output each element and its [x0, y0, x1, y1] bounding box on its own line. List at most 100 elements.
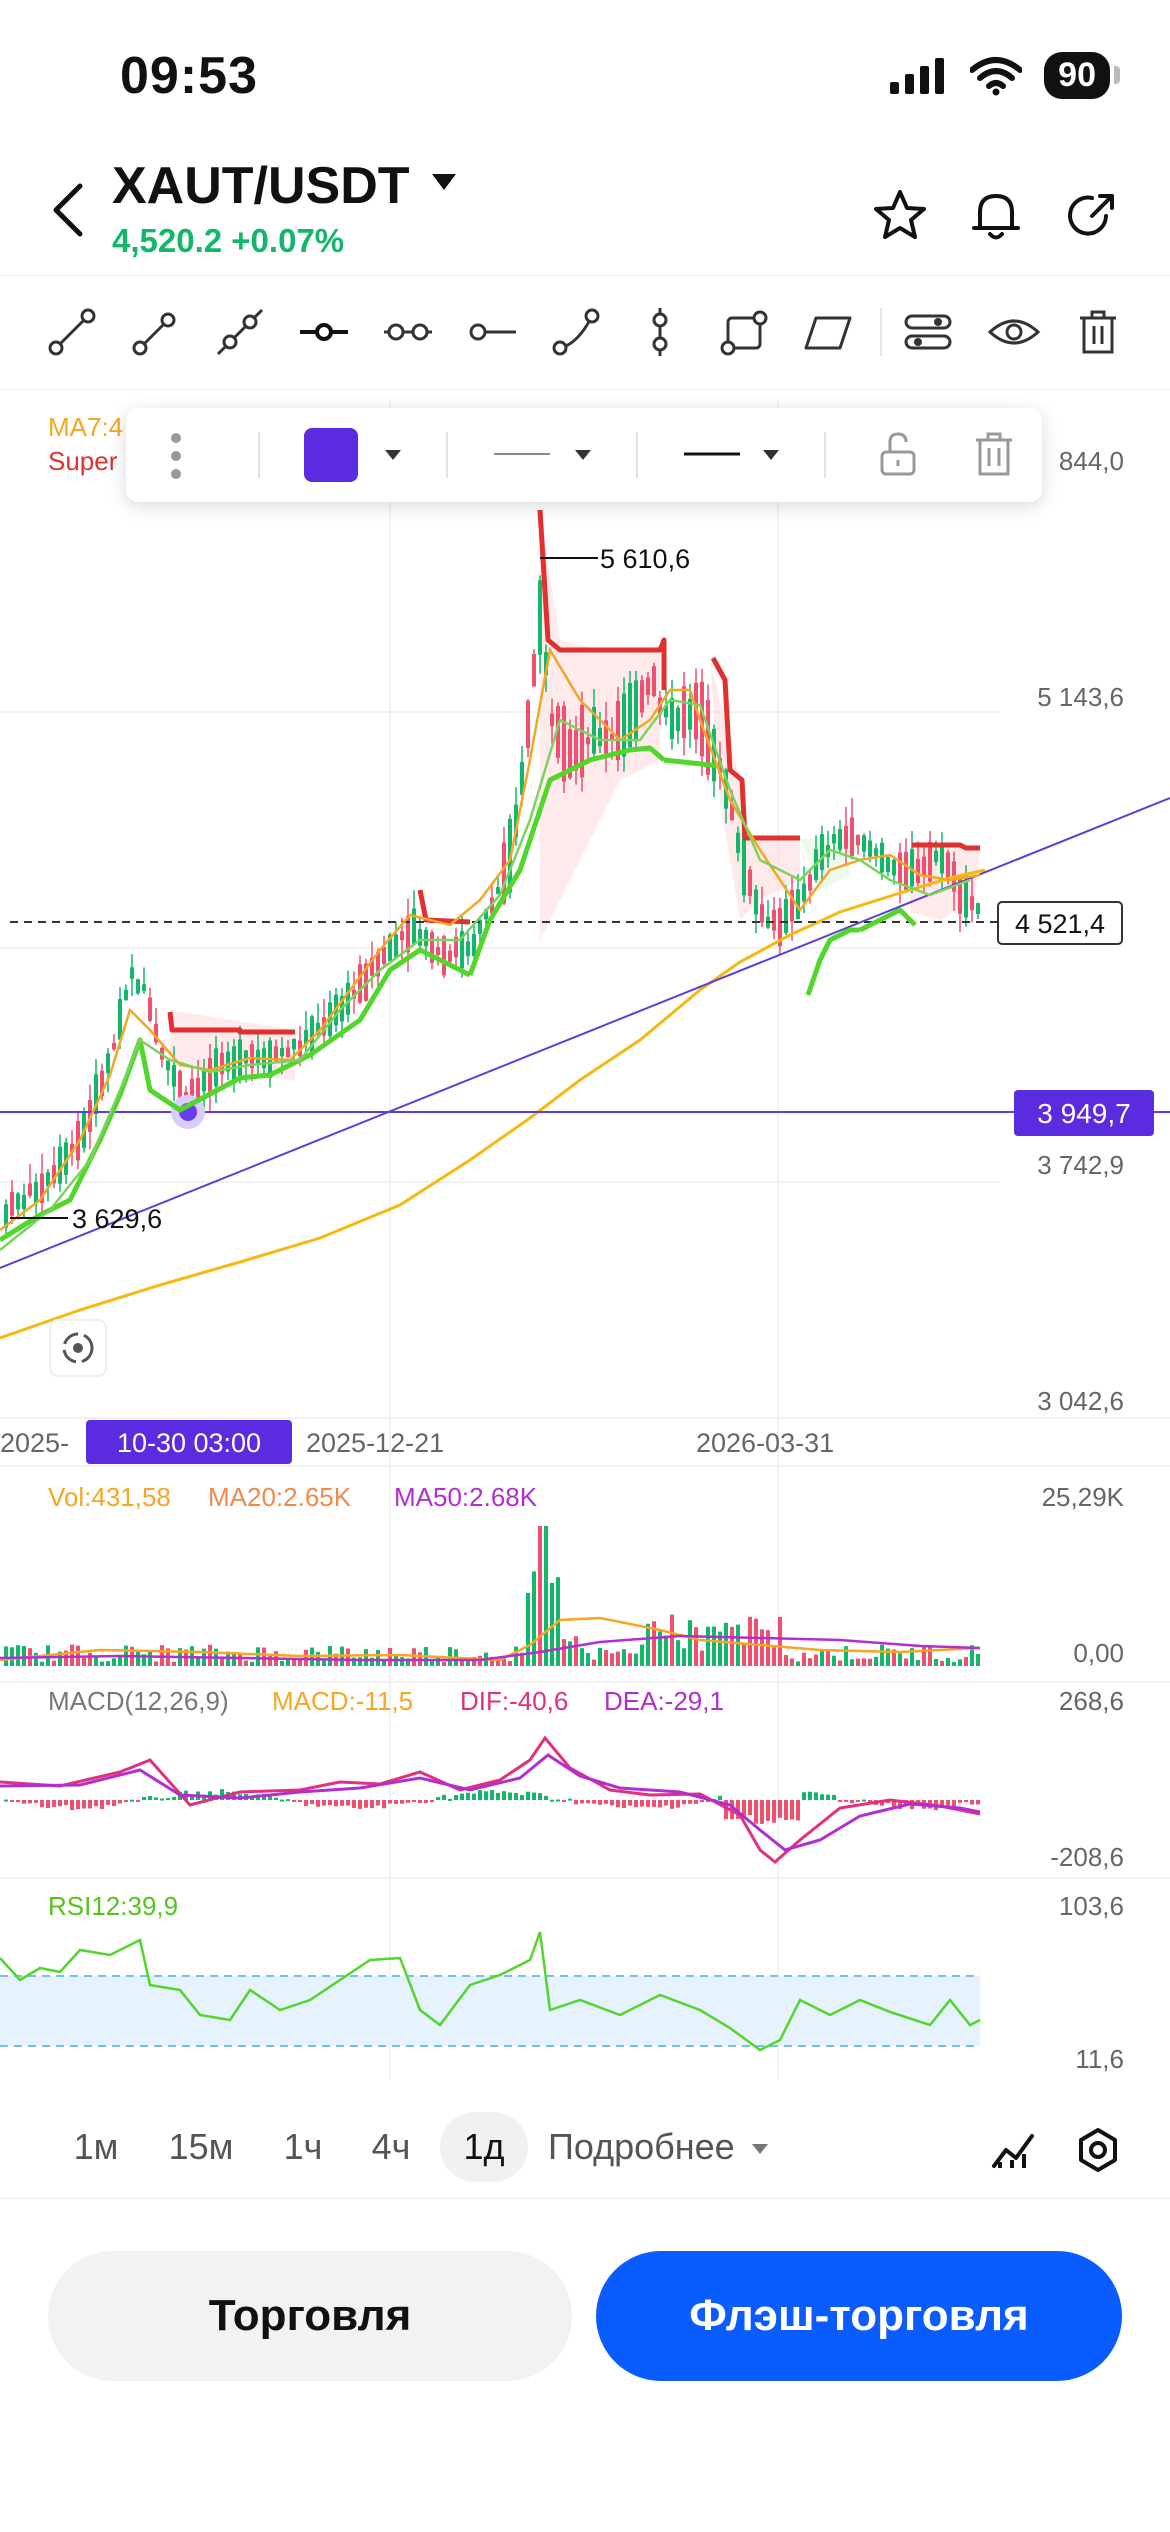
volume-bar [820, 1650, 824, 1666]
macd-bar [28, 1800, 32, 1804]
trend-line-tool-icon[interactable] [44, 304, 100, 360]
price-axis-label: 844,0 [1059, 446, 1124, 476]
candle-body [4, 1204, 8, 1228]
volume-bar [802, 1652, 806, 1666]
horizontal-line-tool-icon[interactable] [296, 304, 352, 360]
style-dropdown-caret-icon[interactable] [762, 448, 780, 462]
pair-title[interactable]: XAUT/USDT [112, 157, 410, 215]
trade-button[interactable]: Торговля [48, 2251, 572, 2381]
flash-trade-button[interactable]: Флэш-торговля [596, 2251, 1122, 2381]
candle-body [460, 931, 464, 969]
alert-bell-icon[interactable] [966, 186, 1026, 246]
macd-bar [862, 1799, 866, 1802]
line-width-thin-icon[interactable] [492, 446, 552, 462]
volume-bar [706, 1626, 710, 1666]
delete-drawing-trash-icon[interactable] [974, 430, 1014, 478]
pair-dropdown-caret-icon[interactable] [430, 172, 458, 192]
extended-line-tool-icon[interactable] [212, 304, 268, 360]
macd-bar [664, 1800, 668, 1806]
curve-line-tool-icon[interactable] [548, 304, 604, 360]
toolbar-divider [880, 308, 882, 356]
macd-bar [466, 1792, 470, 1800]
macd-bar [478, 1790, 482, 1800]
drawing-settings-icon[interactable] [900, 304, 956, 360]
volume-bar [52, 1660, 56, 1666]
candle-body [310, 1016, 314, 1056]
timeframe-4h[interactable]: 4ч [371, 2126, 411, 2167]
parallelogram-tool-icon[interactable] [800, 304, 856, 360]
macd-bar [892, 1800, 896, 1807]
volume-bar [700, 1650, 704, 1666]
macd-legend-title: MACD(12,26,9) [48, 1686, 229, 1716]
macd-bar [484, 1791, 488, 1800]
candle-body [46, 1172, 50, 1187]
line-style-solid-icon[interactable] [682, 446, 742, 462]
ray-tool-icon[interactable] [128, 304, 184, 360]
favorite-star-icon[interactable] [870, 186, 930, 246]
volume-ma50-line [0, 1634, 981, 1662]
volume-bar [16, 1645, 20, 1666]
action-bar: Торговля Флэш-торговля [0, 2198, 1170, 2532]
back-arrow-icon[interactable] [44, 180, 94, 240]
candle-body [730, 803, 734, 821]
volume-bar [532, 1571, 536, 1666]
macd-bar [40, 1800, 44, 1808]
macd-bar [328, 1800, 332, 1806]
volume-bar [472, 1656, 476, 1666]
drag-handle-icon[interactable] [168, 432, 184, 480]
timeframe-more[interactable]: Подробнее [548, 2112, 778, 2182]
chart-settings-gear-icon[interactable] [1074, 2126, 1122, 2174]
macd-bar [124, 1800, 128, 1803]
unlock-icon[interactable] [878, 430, 918, 478]
candle-body [142, 984, 146, 992]
candle-body [604, 720, 608, 754]
drawn-line-anchor-handle[interactable] [171, 1095, 205, 1129]
delete-all-trash-icon[interactable] [1070, 304, 1126, 360]
candle-body [100, 1070, 104, 1097]
candle-body [958, 876, 962, 914]
macd-bar [976, 1800, 980, 1805]
line-color-swatch[interactable] [304, 428, 358, 482]
macd-bar [964, 1800, 968, 1803]
horizontal-segment-tool-icon[interactable] [380, 304, 436, 360]
timeframe-more-label: Подробнее [548, 2126, 735, 2167]
macd-bar [100, 1800, 104, 1810]
volume-bar [940, 1660, 944, 1666]
macd-bar [514, 1793, 518, 1800]
macd-bar [4, 1799, 8, 1802]
candle-body [844, 825, 848, 849]
horizontal-ray-tool-icon[interactable] [464, 304, 520, 360]
macd-bar [112, 1800, 116, 1807]
drawn-line-price-tag[interactable] [1014, 1090, 1154, 1136]
timeframe-1d[interactable]: 1д [440, 2112, 528, 2182]
volume-bar [778, 1617, 782, 1666]
volume-bar [322, 1660, 326, 1666]
volume-bar [640, 1644, 644, 1666]
candlestick-chart[interactable]: 5 610,6 3 629,6 844,0 5 143,6 3 742,9 3 … [0, 390, 1170, 2090]
candle-body [274, 1046, 278, 1061]
volume-bar [112, 1658, 116, 1666]
volume-bar [748, 1616, 752, 1666]
macd-bar [340, 1800, 344, 1806]
drawn-line-price-label: 3 949,7 [1037, 1098, 1130, 1129]
timeframe-15m[interactable]: 15м [168, 2126, 234, 2167]
vertical-line-tool-icon[interactable] [632, 304, 688, 360]
candle-body [682, 686, 686, 739]
candle-body [232, 1046, 236, 1084]
color-dropdown-caret-icon[interactable] [384, 448, 402, 462]
candle-body [466, 941, 470, 957]
drawing-toolbar [0, 275, 1170, 390]
candle-body [664, 705, 668, 718]
width-dropdown-caret-icon[interactable] [574, 448, 592, 462]
candle-body [256, 1049, 260, 1065]
visibility-eye-icon[interactable] [986, 304, 1042, 360]
candle-body [874, 848, 878, 856]
timeframe-1h[interactable]: 1ч [283, 2126, 323, 2167]
share-icon[interactable] [1062, 186, 1122, 246]
indicators-icon[interactable] [990, 2128, 1036, 2174]
volume-bar [286, 1657, 290, 1666]
timeframe-1m[interactable]: 1м [73, 2126, 119, 2167]
volume-bar [268, 1653, 272, 1666]
reset-view-icon[interactable] [49, 1319, 107, 1377]
rectangle-tool-icon[interactable] [716, 304, 772, 360]
